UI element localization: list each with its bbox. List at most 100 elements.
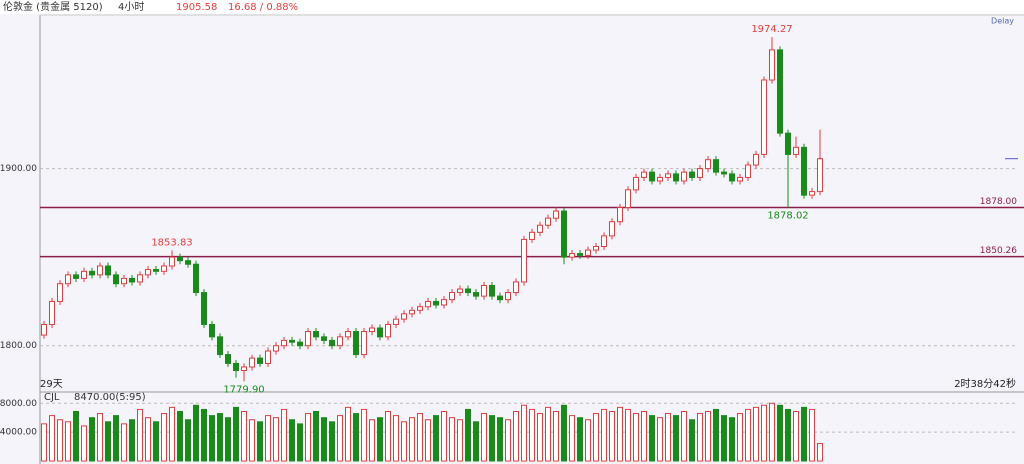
volume-bar <box>273 417 279 462</box>
candle-body <box>673 173 679 182</box>
volume-bar <box>457 419 463 462</box>
volume-bar <box>145 417 151 462</box>
candle-body <box>369 327 375 333</box>
candle-body <box>625 189 631 209</box>
candle-body <box>313 331 319 338</box>
volume-bar <box>609 411 615 462</box>
volume-indicator[interactable]: CJL <box>44 392 60 403</box>
candle-body <box>577 253 583 256</box>
candle-body <box>777 49 783 134</box>
volume-bar <box>649 415 655 462</box>
volume-bar <box>473 421 479 462</box>
volume-bar <box>193 404 199 462</box>
candle-body <box>441 299 447 306</box>
candle-body <box>121 277 127 285</box>
candle-body <box>681 171 687 182</box>
candle-body <box>113 274 119 285</box>
volume-bar <box>305 413 311 462</box>
candle-body <box>697 168 703 178</box>
candle-body <box>465 288 471 294</box>
volume-reading: 8470.00(5:95) <box>74 392 146 403</box>
volume-bar <box>81 425 87 462</box>
volume-bar <box>537 413 543 462</box>
interval[interactable]: 4小时 <box>118 1 144 13</box>
volume-bar <box>593 413 599 462</box>
volume-bar <box>449 417 455 462</box>
volume-bar <box>681 411 687 462</box>
volume-bar <box>801 406 807 462</box>
volume-bar <box>337 415 343 462</box>
candle-body <box>769 49 775 81</box>
candle-body <box>513 281 519 294</box>
extreme-label: 1878.02 <box>767 211 808 222</box>
candle-body <box>665 173 671 178</box>
candle-body <box>273 345 279 352</box>
volume-bar <box>641 411 647 462</box>
volume-bar <box>113 415 119 462</box>
candle-body <box>489 284 495 297</box>
candle-body <box>105 265 111 276</box>
candle-body <box>161 265 167 272</box>
y-tick-label: 14000.00 <box>0 428 37 438</box>
candle-body <box>281 339 287 347</box>
volume-bar <box>441 411 447 462</box>
volume-bar <box>241 411 247 462</box>
candle-body <box>689 171 695 178</box>
volume-bar <box>249 419 255 462</box>
candle-body <box>473 292 479 297</box>
candle-body <box>321 336 327 341</box>
candle-body <box>425 300 431 308</box>
candle-body <box>401 313 407 320</box>
volume-bar <box>417 413 423 462</box>
volume-bar <box>393 415 399 462</box>
candle-body <box>393 318 399 325</box>
candle-body <box>537 224 543 233</box>
volume-bar <box>729 417 735 462</box>
candle-body <box>65 274 71 285</box>
volume-bar <box>137 408 143 462</box>
extreme-label: 1779.90 <box>223 384 264 395</box>
volume-bar <box>697 413 703 462</box>
candle-body <box>305 331 311 347</box>
candle-body <box>721 171 727 175</box>
candle-body <box>801 146 807 196</box>
volume-bar <box>153 421 159 462</box>
volume-bar <box>505 419 511 462</box>
y-tick-label: 1800.00 <box>0 341 37 351</box>
candle-body <box>545 217 551 226</box>
volume-bar <box>657 417 663 462</box>
candle-body <box>241 366 247 372</box>
delay-label: Delay <box>991 17 1014 26</box>
candle-body <box>585 249 591 256</box>
candle-body <box>249 357 255 368</box>
candle-body <box>97 265 103 276</box>
candle-body <box>457 288 463 294</box>
symbol-title[interactable]: 伦敦金 (贵金属 5120) <box>3 0 103 13</box>
y-tick-label: 28000.00 <box>0 399 37 409</box>
volume-bar <box>41 423 47 462</box>
candle-body <box>705 159 711 170</box>
candle-body <box>409 309 415 315</box>
candle-body <box>793 146 799 155</box>
volume-bar <box>265 415 271 462</box>
volume-bar <box>705 411 711 462</box>
volume-bar <box>769 402 775 462</box>
volume-bar <box>281 408 287 462</box>
candle-body <box>193 263 199 294</box>
level-label: 1850.26 <box>980 246 1017 256</box>
volume-bar <box>521 404 527 462</box>
volume-bar <box>713 408 719 462</box>
volume-bar <box>57 419 63 462</box>
candle-body <box>345 331 351 338</box>
candle-body <box>233 362 239 372</box>
volume-bar <box>793 411 799 462</box>
volume-bar <box>777 404 783 462</box>
volume-bar <box>561 404 567 462</box>
volume-bar <box>761 404 767 462</box>
extreme-label: 1974.27 <box>751 24 792 35</box>
volume-bar <box>689 419 695 462</box>
volume-bar <box>65 421 71 462</box>
volume-bar <box>129 419 135 462</box>
extreme-label: 1853.83 <box>151 237 192 248</box>
volume-bar <box>497 417 503 462</box>
